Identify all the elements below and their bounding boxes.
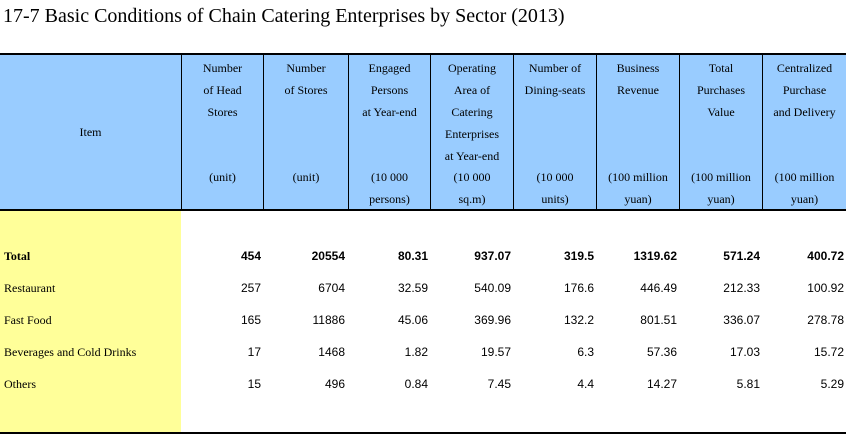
column-divider — [513, 54, 514, 209]
table-cell: 319.5 — [563, 249, 594, 263]
table-cell: 165 — [240, 313, 261, 327]
table-cell: 32.59 — [397, 281, 428, 295]
column-unit: (100 million yuan) — [774, 170, 835, 206]
table-cell: 5.81 — [736, 377, 760, 391]
row-label: Restaurant — [4, 281, 56, 295]
column-unit: (unit) — [209, 170, 236, 184]
column-divider — [430, 54, 431, 209]
column-divider — [596, 54, 597, 209]
table-cell: 15 — [247, 377, 261, 391]
table-cell: 1468 — [318, 345, 345, 359]
table-cell: 7.45 — [487, 377, 511, 391]
column-unit: (100 million yuan) — [608, 170, 668, 206]
table-cell: 14.27 — [646, 377, 677, 391]
table-cell: 801.51 — [640, 313, 677, 327]
table-title: 17-7 Basic Conditions of Chain Catering … — [3, 5, 565, 27]
column-unit: (unit) — [292, 170, 320, 184]
table-cell: 100.92 — [807, 281, 844, 295]
table-cell: 369.96 — [474, 313, 511, 327]
table-cell: 0.84 — [404, 377, 428, 391]
table-cell: 496 — [324, 377, 345, 391]
column-header: Business Revenue — [616, 61, 660, 97]
statistics-table: Item Number of Head Stores Number of Sto… — [0, 53, 846, 434]
column-header: Number of Head Stores — [202, 61, 243, 119]
column-header: Number of Stores — [284, 61, 328, 97]
column-header: Engaged Persons at Year-end — [362, 61, 417, 119]
table-cell: 278.78 — [807, 313, 844, 327]
column-unit: (100 million yuan) — [691, 170, 751, 206]
table-cell: 1319.62 — [633, 249, 677, 263]
item-column-background — [0, 209, 181, 432]
column-divider — [348, 54, 349, 209]
row-label: Fast Food — [4, 313, 52, 327]
column-divider — [181, 54, 182, 209]
table-cell: 336.07 — [723, 313, 760, 327]
table-row: Others 15 496 0.84 7.45 4.4 14.27 5.81 5… — [0, 374, 846, 396]
table-cell: 11886 — [312, 313, 345, 327]
table-cell: 57.36 — [646, 345, 677, 359]
table-cell: 6.3 — [577, 345, 594, 359]
table-cell: 132.2 — [563, 313, 594, 327]
column-header: Total Purchases Value — [697, 61, 745, 119]
header-background — [0, 54, 846, 209]
table-row: Beverages and Cold Drinks 17 1468 1.82 1… — [0, 342, 846, 364]
table-cell: 571.24 — [723, 249, 760, 263]
table-cell: 257 — [240, 281, 261, 295]
table-cell: 400.72 — [807, 249, 844, 263]
column-divider — [762, 54, 763, 209]
table-cell: 454 — [240, 249, 261, 263]
header-rule — [0, 209, 846, 211]
table-cell: 4.4 — [577, 377, 594, 391]
row-label: Others — [4, 377, 36, 391]
column-divider — [263, 54, 264, 209]
row-label: Beverages and Cold Drinks — [4, 345, 137, 359]
table-cell: 17.03 — [729, 345, 760, 359]
table-cell: 937.07 — [474, 249, 511, 263]
row-label: Total — [4, 249, 31, 263]
table-cell: 15.72 — [813, 345, 844, 359]
column-unit: (10 000 sq.m) — [453, 170, 491, 206]
table-row: Restaurant 257 6704 32.59 540.09 176.6 4… — [0, 278, 846, 300]
top-rule — [0, 53, 846, 55]
column-divider — [679, 54, 680, 209]
table-cell: 5.29 — [820, 377, 844, 391]
table-cell: 1.82 — [404, 345, 428, 359]
table-cell: 80.31 — [397, 249, 428, 263]
column-header: Operating Area of Catering Enterprises a… — [444, 61, 500, 163]
column-unit: (10 000 persons) — [369, 170, 410, 206]
table-row: Fast Food 165 11886 45.06 369.96 132.2 8… — [0, 310, 846, 332]
table-cell: 540.09 — [474, 281, 511, 295]
table-cell: 17 — [247, 345, 261, 359]
bottom-rule — [0, 432, 846, 434]
column-header: Number of Dining-seats — [524, 61, 586, 97]
column-unit: (10 000 units) — [536, 170, 574, 206]
table-cell: 212.33 — [723, 281, 760, 295]
table-cell: 20554 — [311, 249, 345, 263]
table-cell: 19.57 — [480, 345, 511, 359]
table-cell: 446.49 — [640, 281, 677, 295]
column-header: Centralized Purchase and Delivery — [773, 61, 836, 119]
item-column-header: Item — [79, 125, 102, 139]
table-cell: 176.6 — [563, 281, 594, 295]
table-cell: 45.06 — [397, 313, 428, 327]
table-row-total: Total 454 20554 80.31 937.07 319.5 1319.… — [0, 246, 846, 268]
table-cell: 6704 — [318, 281, 345, 295]
